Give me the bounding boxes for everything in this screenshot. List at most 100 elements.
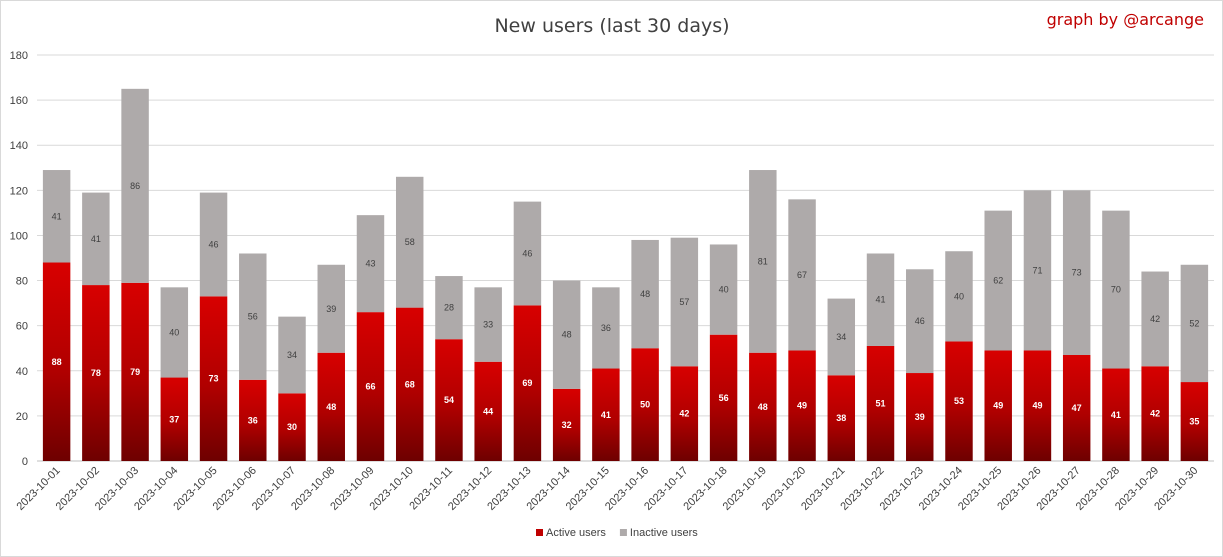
data-label-active: 37 bbox=[169, 414, 179, 424]
data-label-active: 41 bbox=[601, 410, 611, 420]
data-label-active: 41 bbox=[1111, 410, 1121, 420]
data-label-inactive: 62 bbox=[993, 276, 1003, 286]
y-tick-label: 60 bbox=[16, 321, 28, 333]
data-label-active: 54 bbox=[444, 395, 454, 405]
bar-active bbox=[945, 341, 973, 461]
bar-active bbox=[788, 350, 816, 461]
bar-active bbox=[827, 375, 856, 461]
data-label-inactive: 43 bbox=[365, 259, 375, 269]
bar-inactive bbox=[278, 316, 306, 394]
data-label-active: 36 bbox=[248, 415, 258, 425]
data-label-inactive: 33 bbox=[483, 320, 493, 330]
data-label-active: 69 bbox=[522, 378, 532, 388]
bar-inactive bbox=[317, 264, 345, 353]
chart-credit: graph by @arcange bbox=[1047, 10, 1204, 29]
bar-active bbox=[317, 352, 345, 461]
data-label-active: 42 bbox=[1150, 409, 1160, 419]
bar-inactive bbox=[160, 287, 189, 378]
data-label-inactive: 58 bbox=[405, 237, 415, 247]
data-label-active: 88 bbox=[52, 357, 62, 367]
y-tick-label: 100 bbox=[10, 230, 28, 242]
bar-active bbox=[82, 285, 110, 461]
legend-label: Inactive users bbox=[630, 527, 698, 539]
data-label-active: 73 bbox=[209, 374, 219, 384]
data-label-inactive: 34 bbox=[287, 350, 297, 360]
legend: Active users Inactive users bbox=[536, 527, 698, 539]
data-label-inactive: 52 bbox=[1189, 318, 1199, 328]
bar-active bbox=[906, 373, 934, 461]
bar-active bbox=[42, 262, 71, 461]
bar-active bbox=[866, 345, 895, 461]
bar-active bbox=[121, 282, 149, 461]
data-label-inactive: 41 bbox=[876, 295, 886, 305]
y-tick-label: 80 bbox=[16, 276, 28, 288]
data-label-inactive: 46 bbox=[522, 248, 532, 258]
data-label-active: 42 bbox=[679, 409, 689, 419]
bar-inactive bbox=[788, 199, 816, 351]
bar-inactive bbox=[592, 287, 620, 369]
y-tick-label: 0 bbox=[22, 456, 28, 468]
data-label-inactive: 67 bbox=[797, 270, 807, 280]
legend-swatch bbox=[536, 529, 543, 536]
bar-inactive bbox=[395, 176, 424, 308]
bar-inactive bbox=[1102, 210, 1130, 369]
data-label-active: 78 bbox=[91, 368, 101, 378]
data-label-inactive: 40 bbox=[719, 285, 729, 295]
data-label-inactive: 36 bbox=[601, 323, 611, 333]
bar-inactive bbox=[1180, 264, 1209, 383]
bar-inactive bbox=[513, 201, 542, 306]
data-label-active: 48 bbox=[326, 402, 336, 412]
bar-active bbox=[435, 339, 463, 461]
bar-inactive bbox=[1023, 190, 1052, 351]
data-label-inactive: 73 bbox=[1072, 268, 1082, 278]
data-label-active: 68 bbox=[405, 379, 415, 389]
bar-inactive bbox=[827, 298, 856, 376]
data-label-active: 49 bbox=[993, 401, 1003, 411]
data-label-inactive: 56 bbox=[248, 312, 258, 322]
data-label-inactive: 57 bbox=[679, 297, 689, 307]
data-label-inactive: 39 bbox=[326, 304, 336, 314]
data-label-active: 51 bbox=[876, 398, 886, 408]
bar-inactive bbox=[239, 253, 267, 380]
y-tick-label: 120 bbox=[10, 185, 28, 197]
bar-active bbox=[474, 361, 502, 461]
bar-inactive bbox=[631, 239, 659, 349]
bar-active bbox=[1062, 354, 1091, 461]
data-label-inactive: 71 bbox=[1032, 265, 1042, 275]
bar-inactive bbox=[199, 192, 228, 297]
bar-active bbox=[356, 312, 385, 461]
legend-swatch bbox=[619, 529, 627, 536]
bar-inactive bbox=[435, 276, 463, 340]
y-tick-label: 160 bbox=[10, 95, 28, 107]
data-label-active: 35 bbox=[1189, 417, 1199, 427]
data-label-inactive: 34 bbox=[836, 332, 846, 342]
data-label-active: 38 bbox=[836, 413, 846, 423]
gridlines bbox=[37, 54, 1214, 462]
y-tick-label: 140 bbox=[10, 140, 28, 152]
data-label-active: 30 bbox=[287, 422, 297, 432]
bar-inactive bbox=[749, 170, 777, 353]
y-tick-label: 40 bbox=[16, 366, 28, 378]
bars: 88 41 78 41 79 86 37 40 73 46 36 56 30 34 48 39 66 43 68 58… bbox=[42, 88, 1209, 461]
bar-inactive bbox=[1062, 190, 1091, 355]
chart-title: New users (last 30 days) bbox=[494, 15, 729, 37]
bar-inactive bbox=[945, 251, 973, 342]
bar-active bbox=[278, 393, 306, 461]
data-label-active: 32 bbox=[562, 420, 572, 430]
bar-inactive bbox=[906, 269, 934, 374]
data-label-inactive: 81 bbox=[758, 256, 768, 266]
data-label-active: 48 bbox=[758, 402, 768, 412]
y-tick-label: 180 bbox=[10, 50, 28, 62]
bar-active bbox=[160, 377, 189, 461]
bar-active bbox=[239, 379, 267, 461]
bar-inactive bbox=[552, 280, 581, 389]
bar-inactive bbox=[474, 287, 502, 362]
bar-inactive bbox=[709, 244, 738, 335]
data-label-active: 66 bbox=[365, 382, 375, 392]
data-label-inactive: 86 bbox=[130, 181, 140, 191]
data-label-inactive: 70 bbox=[1111, 285, 1121, 295]
data-label-inactive: 48 bbox=[640, 289, 650, 299]
data-label-inactive: 40 bbox=[169, 327, 179, 337]
